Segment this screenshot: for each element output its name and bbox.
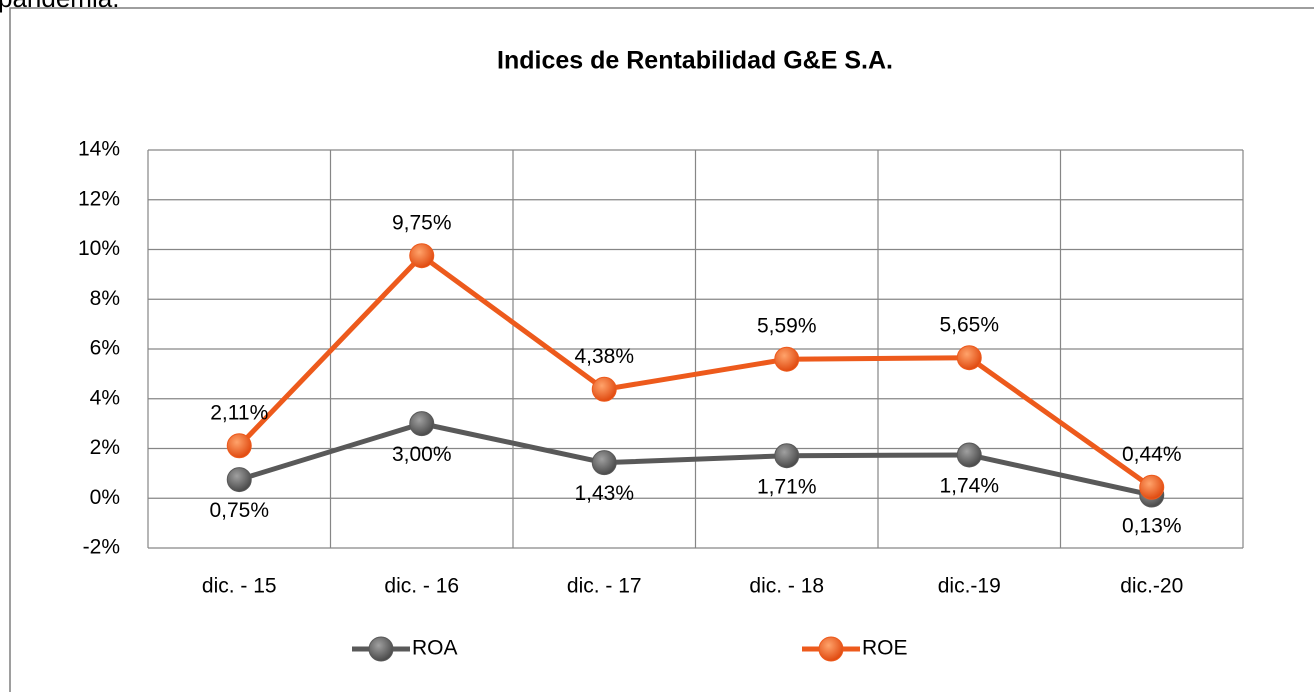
y-tick-label: 6%	[90, 337, 120, 360]
y-tick-label: 12%	[78, 187, 120, 210]
marker	[226, 433, 252, 459]
legend-marker	[818, 636, 844, 662]
data-label: 9,75%	[392, 211, 452, 234]
data-label: 4,38%	[574, 345, 634, 368]
y-tick-label: 10%	[78, 237, 120, 260]
data-label: 5,59%	[757, 315, 817, 338]
series-line	[238, 421, 1153, 498]
marker	[774, 346, 800, 372]
legend-marker	[368, 636, 394, 662]
marker	[409, 411, 435, 437]
data-label: 1,74%	[939, 475, 999, 498]
y-tick-label: 4%	[90, 386, 120, 409]
x-tick-label: dic.-19	[938, 575, 1001, 598]
header-text: pandemia.	[0, 0, 119, 13]
data-label: 0,75%	[209, 499, 269, 522]
data-label: 5,65%	[939, 313, 999, 336]
data-label: 1,71%	[757, 475, 817, 498]
x-tick-label: dic.-20	[1120, 575, 1183, 598]
x-tick-label: dic. - 15	[202, 575, 277, 598]
chart-title: Indices de Rentabilidad G&E S.A.	[497, 47, 893, 75]
marker	[1139, 474, 1165, 500]
legend-label: ROE	[862, 637, 908, 660]
y-tick-label: -2%	[83, 536, 120, 559]
marker	[409, 243, 435, 269]
x-tick-label: dic. - 17	[567, 575, 642, 598]
y-tick-label: 8%	[90, 287, 120, 310]
marker	[956, 442, 982, 468]
data-label: 1,43%	[574, 482, 634, 505]
y-tick-label: 2%	[90, 436, 120, 459]
marker	[956, 345, 982, 371]
data-label: 0,44%	[1122, 443, 1182, 466]
x-tick-label: dic. - 16	[384, 575, 459, 598]
y-tick-label: 14%	[78, 138, 120, 161]
data-label: 3,00%	[392, 443, 452, 466]
marker	[591, 376, 617, 402]
chart-border	[9, 7, 1314, 692]
x-tick-label: dic. - 18	[749, 575, 824, 598]
y-tick-label: 0%	[90, 486, 120, 509]
data-label: 0,13%	[1122, 515, 1182, 538]
data-label: 2,11%	[210, 401, 268, 424]
series-line	[237, 253, 1154, 490]
marker	[774, 443, 800, 469]
marker	[226, 467, 252, 493]
marker	[591, 450, 617, 476]
legend-label: ROA	[412, 637, 458, 660]
